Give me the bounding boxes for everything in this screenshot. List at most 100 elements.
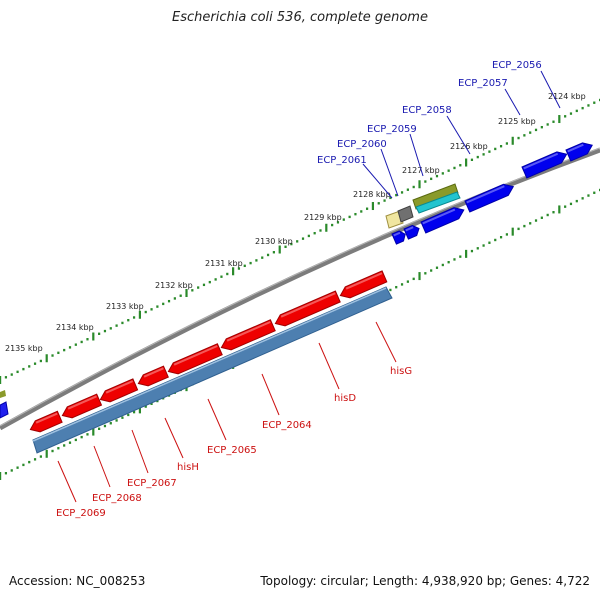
gene-ECP_2061[interactable]	[391, 230, 406, 245]
kbp-label: 2126 kbp	[450, 142, 488, 151]
minor-tick	[482, 244, 485, 247]
feature-left-edge[interactable]	[0, 401, 9, 419]
gene-ECP_2060[interactable]	[403, 224, 420, 240]
gene-label-ECP_2057[interactable]: ECP_2057	[458, 78, 508, 89]
gene-ECP_2067[interactable]	[99, 378, 139, 403]
minor-tick	[499, 145, 503, 148]
gene-label-ECP_2059[interactable]: ECP_2059	[367, 124, 417, 135]
gene-ECP_2069[interactable]	[29, 410, 63, 433]
minor-tick	[179, 294, 182, 297]
minor-tick	[132, 410, 136, 414]
reverse-label-leaders	[57, 321, 397, 503]
minor-tick	[226, 272, 229, 276]
minor-tick	[301, 237, 305, 240]
gene-ECP_2067-highlight	[105, 380, 134, 394]
minor-tick	[441, 263, 444, 267]
minor-tick	[523, 134, 526, 137]
feature-left-edge-olive[interactable]	[0, 390, 6, 398]
gene-hisG[interactable]	[339, 270, 388, 299]
minor-tick	[296, 240, 299, 243]
minor-tick	[290, 242, 293, 246]
minor-tick	[144, 310, 147, 314]
gene-label-ECP_2058[interactable]: ECP_2058	[402, 105, 452, 116]
minor-tick	[243, 264, 246, 268]
kbp-label: 2135 kbp	[5, 344, 43, 353]
gene-label-hisG[interactable]: hisG	[390, 366, 412, 377]
gene-label-ECP_2060[interactable]: ECP_2060	[337, 139, 387, 150]
genome-backbone-highlight	[0, 147, 600, 427]
gene-ECP_2059[interactable]	[420, 207, 465, 234]
minor-tick	[470, 158, 474, 162]
minor-tick	[424, 180, 427, 183]
minor-tick	[173, 297, 176, 300]
minor-tick	[505, 233, 508, 236]
major-tick	[511, 136, 514, 145]
gene-label-ECP_2064[interactable]: ECP_2064	[262, 420, 312, 431]
gene-label-ECP_2061[interactable]: ECP_2061	[317, 155, 367, 166]
gene-label-ECP_2069[interactable]: ECP_2069	[56, 508, 106, 519]
minor-tick	[57, 447, 60, 450]
gene-hisH[interactable]	[137, 365, 169, 387]
feature-gray[interactable]	[397, 205, 414, 223]
kbp-label: 2130 kbp	[255, 237, 293, 246]
minor-tick	[476, 247, 479, 250]
minor-tick	[377, 202, 380, 205]
major-tick	[92, 427, 95, 436]
gene-ECP_2065[interactable]	[167, 343, 223, 375]
gene-label-hisD[interactable]: hisD	[334, 393, 356, 404]
reverse-operon-band[interactable]	[32, 286, 393, 454]
minor-tick	[587, 194, 590, 197]
forward-genes	[391, 142, 593, 245]
minor-tick	[593, 101, 596, 104]
minor-tick	[395, 285, 398, 289]
minor-tick	[552, 211, 555, 214]
gene-ECP_2057[interactable]	[521, 151, 568, 179]
minor-tick	[98, 332, 101, 335]
minor-tick	[191, 289, 194, 292]
minor-tick	[249, 261, 252, 265]
gene-ECP_2058[interactable]	[464, 183, 515, 213]
minor-tick	[80, 435, 83, 439]
gene-ECP_2069-highlight	[35, 412, 58, 424]
gene-ECP_2058-highlight	[466, 185, 505, 204]
gene-label-hisH[interactable]: hisH	[177, 462, 199, 473]
minor-tick	[581, 106, 584, 110]
minor-tick	[354, 212, 357, 216]
minor-tick	[4, 472, 8, 475]
major-tick	[558, 205, 561, 214]
minor-tick	[575, 109, 578, 113]
genome-summary-label: Topology: circular; Length: 4,938,920 bp…	[260, 574, 590, 588]
gene-ECP_2061-highlight	[393, 231, 401, 237]
gene-hisD[interactable]	[274, 290, 341, 327]
gene-ECP_2064[interactable]	[220, 319, 276, 351]
gene-label-ECP_2067[interactable]: ECP_2067	[127, 478, 177, 489]
feature-cyan[interactable]	[415, 191, 461, 214]
major-tick	[92, 332, 95, 341]
minor-tick	[476, 155, 479, 159]
minor-tick	[540, 125, 543, 129]
minor-tick	[10, 373, 13, 376]
minor-tick	[74, 343, 77, 346]
minor-tick	[22, 367, 25, 371]
minor-tick	[319, 229, 322, 232]
minor-tick	[412, 277, 415, 281]
gene-label-ECP_2056[interactable]: ECP_2056	[492, 60, 542, 71]
minor-tick	[162, 302, 165, 306]
gene-ECP_2065-highlight	[173, 345, 218, 366]
gene-ECP_2068[interactable]	[61, 393, 103, 419]
minor-tick	[488, 150, 491, 153]
minor-tick	[569, 112, 573, 115]
minor-tick	[435, 266, 439, 269]
minor-tick	[430, 269, 433, 272]
gene-ECP_2056[interactable]	[565, 142, 593, 162]
gene-label-ECP_2068[interactable]: ECP_2068	[92, 493, 142, 504]
accession-label: Accession: NC_008253	[9, 574, 146, 588]
minor-tick	[564, 115, 567, 118]
minor-tick	[546, 123, 549, 126]
gene-label-ECP_2065[interactable]: ECP_2065	[207, 445, 257, 456]
kbp-label: 2134 kbp	[56, 323, 94, 332]
minor-tick	[529, 131, 532, 134]
minor-tick	[406, 280, 409, 283]
forward-label-leaders	[362, 70, 561, 199]
minor-tick	[74, 438, 77, 442]
